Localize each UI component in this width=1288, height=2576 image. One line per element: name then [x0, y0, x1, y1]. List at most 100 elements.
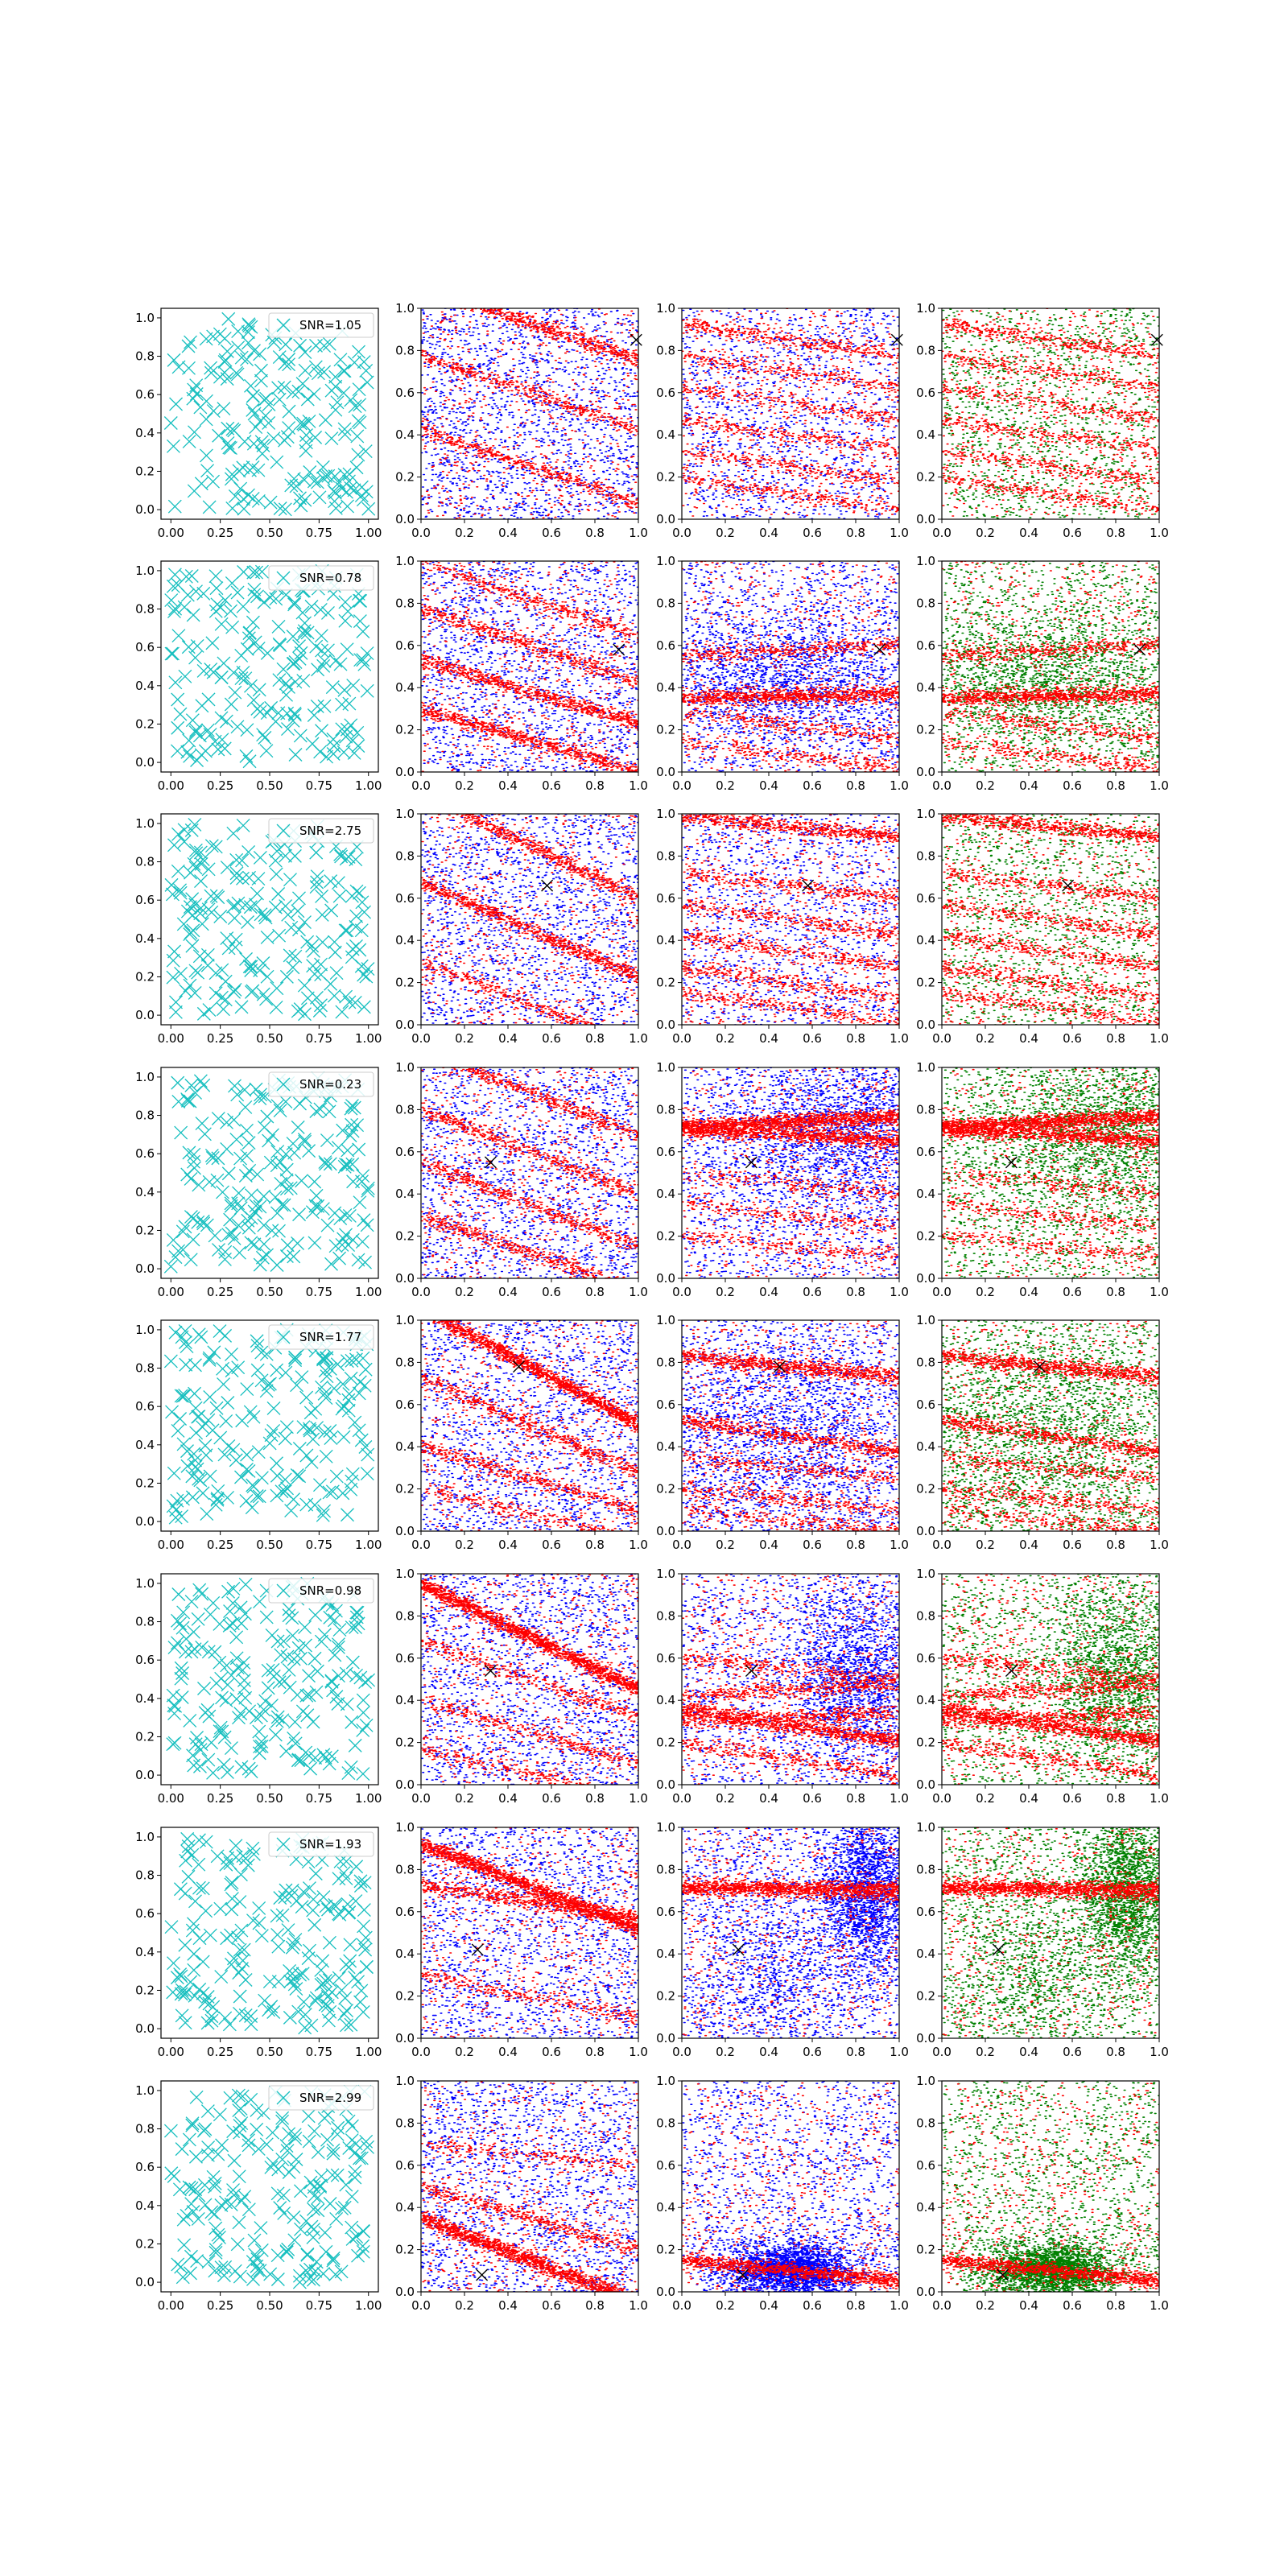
y-tick-label: 0.4 — [135, 2198, 155, 2213]
axis-y-tick-label: 0.0 — [916, 1524, 935, 1538]
axis-x-tick-label: 0.4 — [759, 1285, 778, 1299]
legend: SNR=1.05 — [269, 313, 374, 337]
axis-x-tick-label: 0.2 — [716, 1791, 735, 1806]
axis-y-tick-label: 0.4 — [395, 427, 415, 442]
x-tick-label: 0.00 — [158, 1031, 184, 1046]
axis-x-tick-label: 0.6 — [542, 1538, 561, 1552]
axis-y-tick-label: 0.2 — [916, 723, 935, 737]
axis-y-tick-label: 0.0 — [656, 2285, 675, 2299]
axis-x-tick-label: 0.2 — [716, 1538, 735, 1552]
axis-x-tick-label: 1.0 — [1150, 526, 1169, 540]
y-tick-label: 1.0 — [135, 2083, 155, 2098]
x-tick-label: 0.75 — [306, 1031, 332, 1046]
y-tick-label: 0.2 — [135, 464, 155, 478]
axis-y-tick-label: 0.0 — [656, 2031, 675, 2046]
axis-x-tick-label: 0.6 — [542, 1791, 561, 1806]
x-tick-label: 0.75 — [306, 778, 332, 793]
y-tick-label: 0.6 — [135, 893, 155, 907]
axis-x-tick-label: 1.0 — [629, 1031, 648, 1046]
y-tick-label: 0.0 — [135, 1261, 155, 1276]
axis-y-tick-label: 1.0 — [656, 2074, 675, 2088]
y-tick-label: 0.0 — [135, 755, 155, 770]
y-tick-label: 0.8 — [135, 1868, 155, 1883]
axis-y-tick-label: 0.4 — [656, 2200, 675, 2215]
y-tick-label: 0.2 — [135, 716, 155, 731]
axis-x-tick-label: 0.6 — [803, 778, 822, 793]
axis-y-tick-label: 0.4 — [916, 1946, 935, 1961]
axis-x-tick-label: 0.6 — [1063, 778, 1082, 793]
axis-x-tick-label: 0.4 — [498, 2045, 518, 2059]
x-tick-label: 0.00 — [158, 1538, 184, 1552]
axis-y-tick-label: 1.0 — [656, 807, 675, 821]
axis-x-tick-label: 1.0 — [629, 1791, 648, 1806]
axis-y-tick-label: 1.0 — [656, 1060, 675, 1075]
axis-y-tick-label: 0.4 — [395, 933, 415, 947]
y-tick-label: 0.2 — [135, 2236, 155, 2251]
y-tick-label: 0.0 — [135, 1768, 155, 1782]
y-tick-label: 0.8 — [135, 602, 155, 617]
axis-x-tick-label: 0.6 — [803, 2045, 822, 2059]
axis-x-tick-label: 0.2 — [716, 1285, 735, 1299]
axis-y-tick-label: 0.0 — [916, 512, 935, 526]
axis-x-tick-label: 0.2 — [455, 1031, 474, 1046]
y-tick-label: 0.4 — [135, 931, 155, 946]
axis-x-tick-label: 0.6 — [542, 1031, 561, 1046]
axis-y-tick-label: 0.0 — [656, 512, 675, 526]
axis-x-tick-label: 1.0 — [890, 1031, 909, 1046]
y-tick-label: 0.2 — [135, 1223, 155, 1237]
axis-y-tick-label: 1.0 — [916, 554, 935, 568]
axis-y-tick-label: 0.0 — [395, 765, 415, 779]
axis-x-tick-label: 0.4 — [1019, 778, 1038, 793]
axis-x-tick-label: 0.0 — [672, 1791, 691, 1806]
axis-x-tick-label: 1.0 — [890, 2045, 909, 2059]
axis-x-tick-label: 0.2 — [716, 1031, 735, 1046]
axis-y-tick-label: 0.0 — [656, 1524, 675, 1538]
axis-y-tick-label: 0.2 — [916, 1736, 935, 1750]
axis-y-tick-label: 0.6 — [656, 891, 675, 906]
y-tick-label: 0.0 — [135, 1008, 155, 1022]
axis-y-tick-label: 0.0 — [916, 1777, 935, 1792]
x-tick-label: 0.25 — [207, 1538, 233, 1552]
axis-y-tick-label: 0.6 — [395, 891, 415, 906]
axis-y-tick-label: 0.8 — [656, 848, 675, 863]
axis-x-tick-label: 0.4 — [759, 1031, 778, 1046]
y-tick-label: 0.8 — [135, 855, 155, 869]
axis-x-tick-label: 0.4 — [759, 2045, 778, 2059]
axis-y-tick-label: 0.6 — [395, 2158, 415, 2173]
x-tick-label: 1.00 — [355, 1791, 382, 1806]
x-tick-label: 0.50 — [256, 778, 283, 793]
x-tick-label: 0.25 — [207, 526, 233, 540]
axis-x-tick-label: 0.2 — [976, 1538, 995, 1552]
y-tick-label: 0.4 — [135, 1691, 155, 1706]
y-tick-label: 1.0 — [135, 1576, 155, 1591]
axis-y-tick-label: 0.8 — [916, 1862, 935, 1876]
axis-y-tick-label: 0.0 — [395, 1271, 415, 1286]
axis-y-tick-label: 0.0 — [656, 765, 675, 779]
axis-x-tick-label: 0.0 — [411, 1791, 431, 1806]
axis-y-tick-label: 0.0 — [395, 512, 415, 526]
axis-y-tick-label: 0.4 — [916, 933, 935, 947]
axis-y-tick-label: 0.8 — [656, 2116, 675, 2130]
x-tick-label: 0.50 — [256, 2045, 283, 2059]
axis-y-tick-label: 0.8 — [395, 848, 415, 863]
x-tick-label: 0.00 — [158, 526, 184, 540]
axis-y-tick-label: 1.0 — [395, 1820, 415, 1835]
axis-y-tick-label: 1.0 — [916, 1313, 935, 1327]
y-tick-label: 0.0 — [135, 2275, 155, 2289]
y-tick-label: 1.0 — [135, 816, 155, 831]
axis-y-tick-label: 0.2 — [395, 1736, 415, 1750]
axis-y-tick-label: 0.8 — [395, 2116, 415, 2130]
x-tick-label: 0.50 — [256, 1285, 283, 1299]
axis-x-tick-label: 0.8 — [1106, 2298, 1125, 2313]
x-tick-label: 1.00 — [355, 778, 382, 793]
axis-y-tick-label: 0.8 — [656, 1102, 675, 1117]
axis-x-tick-label: 0.0 — [932, 2045, 952, 2059]
axis-x-tick-label: 0.8 — [846, 1285, 865, 1299]
axis-y-tick-label: 0.0 — [656, 1271, 675, 1286]
axis-y-tick-label: 0.2 — [656, 470, 675, 485]
axis-y-tick-label: 0.0 — [395, 1018, 415, 1032]
axis-x-tick-label: 1.0 — [1150, 2045, 1169, 2059]
axis-y-tick-label: 1.0 — [395, 301, 415, 316]
axis-y-tick-label: 0.0 — [395, 1777, 415, 1792]
x-tick-label: 0.75 — [306, 1285, 332, 1299]
